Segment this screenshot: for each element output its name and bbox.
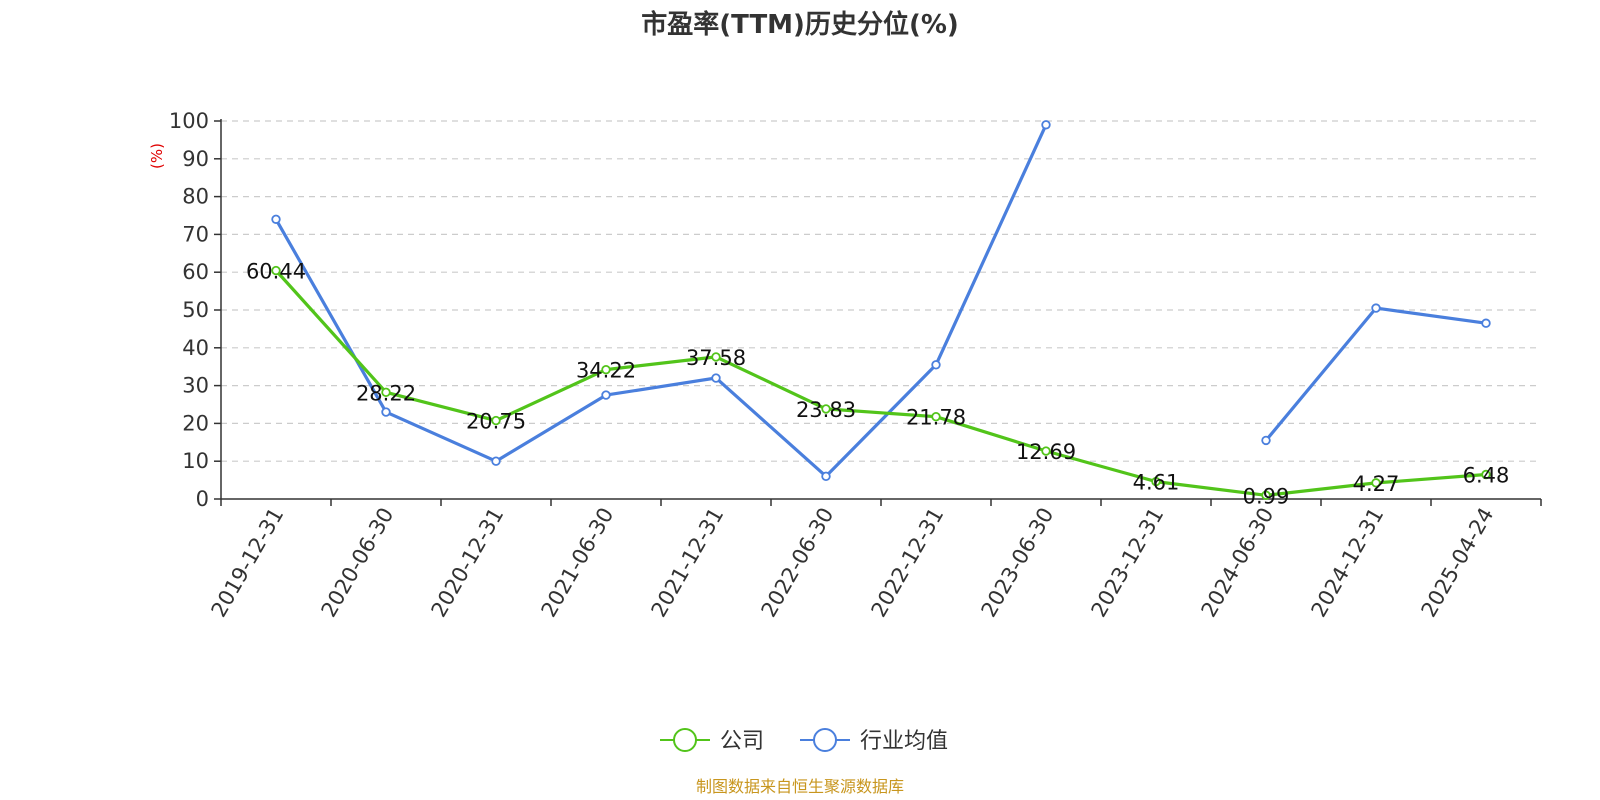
y-tick-label: 100 [169,109,209,133]
data-label: 6.48 [1463,464,1510,488]
data-label: 28.22 [356,381,416,405]
x-tick-label: 2021-12-31 [647,504,729,622]
y-tick-label: 90 [182,147,209,171]
data-point[interactable] [1481,318,1491,328]
x-tick-label: 2021-06-30 [537,504,619,622]
data-point[interactable] [271,214,281,224]
legend-item[interactable]: 行业均值 [800,728,948,754]
x-tick-label: 2023-06-30 [977,504,1059,622]
x-tick-label: 2023-12-31 [1087,504,1169,622]
y-tick-label: 80 [182,185,209,209]
x-tick-label: 2022-06-30 [757,504,839,622]
data-label: 34.22 [576,359,636,383]
x-tick-label: 2025-04-24 [1417,504,1499,622]
data-point[interactable] [1261,435,1271,446]
y-tick-label: 20 [182,411,209,435]
data-label: 12.69 [1016,440,1076,464]
y-axis-unit: (%) [148,143,166,169]
data-point[interactable] [1151,476,1161,487]
data-point[interactable] [821,404,831,414]
legend-marker [813,728,837,752]
x-tick-label: 2020-06-30 [317,504,399,622]
legend-item[interactable]: 公司 [660,728,764,754]
series-line [274,269,1487,497]
x-tick-label: 2024-06-30 [1197,504,1279,622]
data-point[interactable] [821,471,831,482]
legend-label: 公司 [720,729,764,754]
data-point[interactable] [381,387,391,398]
y-tick-label: 0 [196,487,209,511]
data-point[interactable] [491,456,501,466]
legend[interactable]: 公司 行业均值 [660,728,948,754]
data-label: 0.99 [1243,484,1290,508]
data-point[interactable] [931,360,941,370]
data-point[interactable] [1371,478,1381,488]
data-point[interactable] [271,265,281,276]
y-tick-label: 40 [182,336,209,360]
data-point[interactable] [381,407,391,417]
chart-title: 市盈率(TTM)历史分位(%) [641,9,959,40]
data-point[interactable] [1261,490,1271,500]
data-label: 4.61 [1133,471,1180,495]
series-0 [271,265,1491,500]
x-tick-label: 2024-12-31 [1307,504,1389,622]
data-point[interactable] [931,411,941,422]
data-point[interactable] [711,352,721,362]
y-tick-label: 30 [182,374,209,398]
y-tick-label: 10 [182,449,209,473]
data-point[interactable] [1481,469,1491,480]
y-tick-label: 70 [182,222,209,246]
data-point[interactable] [491,415,501,426]
data-point[interactable] [1041,446,1051,456]
source-note: 制图数据来自恒生聚源数据库 [696,777,904,796]
x-tick-label: 2022-12-31 [867,504,949,622]
data-label: 23.83 [796,398,856,422]
legend-marker [673,728,697,752]
data-label: 4.27 [1353,472,1400,496]
data-label: 21.78 [906,406,966,430]
legend-label: 行业均值 [860,729,948,754]
x-tick-label: 2019-12-31 [207,504,289,622]
data-point[interactable] [1371,303,1381,313]
data-label: 20.75 [466,410,526,434]
axes: 0 10 20 30 40 50 60 70 80 90 100 2019-12-31 2020-06-… [169,109,1542,622]
x-tick-label: 2020-12-31 [427,504,509,622]
series-1 [271,120,1491,482]
data-label: 37.58 [686,346,746,370]
data-point[interactable] [601,390,611,400]
y-tick-label: 50 [182,298,209,322]
data-point[interactable] [601,364,611,375]
grid-lines [221,120,1541,462]
y-tick-label: 60 [182,260,209,284]
series-lines [271,120,1491,500]
data-labels: 60.44 28.22 20.75 34.22 37.58 23.83 21.78 12.69… [246,260,1509,509]
data-point[interactable] [711,373,721,383]
data-label: 60.44 [246,260,306,284]
data-point[interactable] [1041,120,1051,130]
